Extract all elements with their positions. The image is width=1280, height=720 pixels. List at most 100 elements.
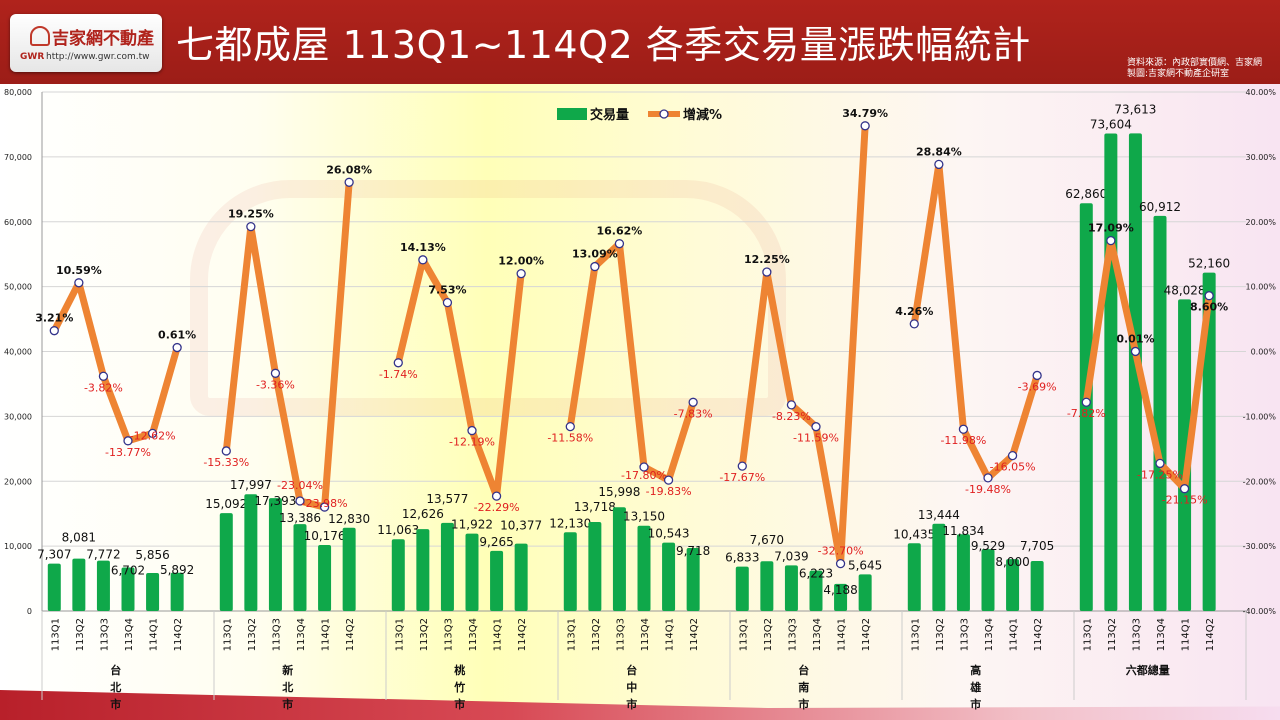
- left-axis-tick: 10,000: [4, 542, 32, 551]
- bar-value-label: 73,613: [1114, 102, 1156, 116]
- change-value-label: -3.82%: [84, 381, 123, 394]
- change-point: [344, 177, 354, 187]
- x-tick-label: 113Q4: [812, 618, 823, 651]
- change-point: [491, 491, 502, 501]
- change-point: [1130, 346, 1141, 357]
- x-tick-label: 113Q2: [75, 618, 86, 651]
- bar-台中市-113Q2: [588, 522, 602, 611]
- change-value-label: -3.36%: [256, 378, 295, 391]
- change-line-台北市: [51, 279, 181, 445]
- change-point: [565, 421, 575, 432]
- change-value-label: -3.69%: [1018, 380, 1057, 393]
- x-tick-label: 113Q2: [1107, 618, 1118, 651]
- x-tick-label: 114Q2: [517, 618, 528, 651]
- change-value-label: 7.53%: [428, 284, 466, 297]
- change-line-台南市: [738, 125, 869, 568]
- right-axis-tick: -20.00%: [1243, 477, 1277, 486]
- group-label: 市: [110, 697, 121, 711]
- bar-新北市-113Q2: [244, 494, 258, 611]
- x-tick-label: 113Q4: [984, 618, 995, 651]
- change-line-高雄市: [910, 160, 1041, 482]
- logo-gwr: GWR: [20, 52, 45, 62]
- bar-value-label: 7,039: [774, 549, 808, 563]
- bar-桃竹市-113Q3: [440, 522, 454, 611]
- change-point: [295, 496, 305, 506]
- change-value-label: -13.77%: [105, 446, 151, 459]
- bar-value-label: 13,444: [918, 508, 960, 522]
- left-axis-tick: 60,000: [4, 218, 32, 227]
- change-point: [1155, 458, 1165, 469]
- right-axis-tick: -40.00%: [1243, 607, 1277, 616]
- x-tick-label: 113Q2: [763, 618, 774, 651]
- bar-台北市-114Q2: [170, 572, 184, 611]
- bar-value-label: 6,223: [799, 567, 833, 581]
- change-point: [1007, 450, 1018, 461]
- change-point: [663, 475, 674, 485]
- change-value-label: -7.83%: [674, 407, 713, 420]
- change-value-label: -23.98%: [302, 497, 348, 510]
- bar-value-label: 5,892: [160, 563, 194, 577]
- bar-value-label: 11,063: [377, 523, 419, 537]
- change-value-label: -1.74%: [379, 368, 418, 381]
- change-value-label: -17.67%: [719, 471, 765, 484]
- bar-value-label: 6,702: [111, 564, 145, 578]
- bar-六都總量-113Q3: [1128, 133, 1142, 611]
- bar-台南市-114Q1: [834, 583, 848, 611]
- bar-value-label: 48,028: [1164, 283, 1206, 297]
- change-value-label: -19.83%: [646, 485, 692, 498]
- change-value-label: -21.15%: [1162, 494, 1208, 507]
- bar-台南市-113Q1: [735, 566, 749, 611]
- x-tick-label: 113Q4: [124, 618, 135, 651]
- x-tick-label: 113Q3: [443, 618, 454, 651]
- bar-高雄市-114Q1: [1006, 559, 1020, 611]
- x-tick-label: 114Q1: [149, 618, 160, 651]
- bar-台南市-113Q2: [760, 561, 774, 611]
- change-value-label: 19.25%: [228, 208, 274, 221]
- bar-value-label: 15,092: [205, 497, 247, 511]
- change-value-label: -11.98%: [940, 434, 986, 447]
- x-tick-label: 113Q1: [738, 618, 749, 651]
- change-point: [639, 462, 649, 472]
- group-label: 市: [282, 697, 293, 711]
- x-tick-label: 113Q3: [271, 618, 282, 651]
- x-tick-label: 113Q3: [1131, 618, 1142, 651]
- bar-value-label: 11,834: [942, 524, 984, 538]
- change-point: [172, 342, 182, 353]
- change-point: [958, 424, 969, 434]
- change-point: [467, 425, 477, 436]
- bar-新北市-114Q1: [318, 544, 332, 611]
- bar-value-label: 10,377: [500, 519, 542, 533]
- bar-六都總量-113Q1: [1079, 203, 1093, 612]
- bar-桃竹市-113Q2: [416, 529, 430, 611]
- change-point: [1106, 235, 1116, 246]
- change-point: [688, 397, 698, 407]
- bar-桃竹市-113Q4: [465, 533, 479, 611]
- bar-新北市-113Q3: [268, 498, 282, 611]
- x-tick-label: 113Q1: [910, 618, 921, 651]
- right-axis-tick: 0.00%: [1251, 348, 1277, 357]
- change-point: [246, 221, 256, 232]
- bar-value-label: 7,705: [1020, 539, 1054, 553]
- change-value-label: 8.60%: [1190, 301, 1228, 314]
- change-point: [123, 436, 133, 446]
- group-label: 南: [798, 680, 809, 694]
- group-label: 新: [282, 663, 293, 677]
- bar-value-label: 5,645: [848, 558, 882, 572]
- x-tick-label: 114Q2: [345, 618, 356, 651]
- bar-value-label: 8,000: [995, 555, 1029, 569]
- bar-台中市-113Q1: [563, 532, 577, 611]
- bar-高雄市-113Q4: [981, 549, 995, 611]
- change-value-label: 14.13%: [400, 241, 446, 254]
- x-tick-label: 113Q2: [247, 618, 258, 651]
- gwr-logo: 吉家網不動產 GWR http://www.gwr.com.tw: [10, 14, 162, 72]
- bar-高雄市-114Q2: [1030, 561, 1044, 611]
- bar-value-label: 9,529: [971, 539, 1005, 553]
- right-axis-tick: 10.00%: [1245, 283, 1276, 292]
- x-tick-label: 113Q3: [959, 618, 970, 651]
- bar-六都總量-113Q4: [1153, 215, 1167, 611]
- logo-brand: 吉家網不動產: [52, 29, 154, 49]
- change-value-label: 0.61%: [158, 329, 196, 342]
- change-value-label: -12.62%: [130, 429, 176, 442]
- x-tick-label: 114Q1: [1181, 618, 1192, 651]
